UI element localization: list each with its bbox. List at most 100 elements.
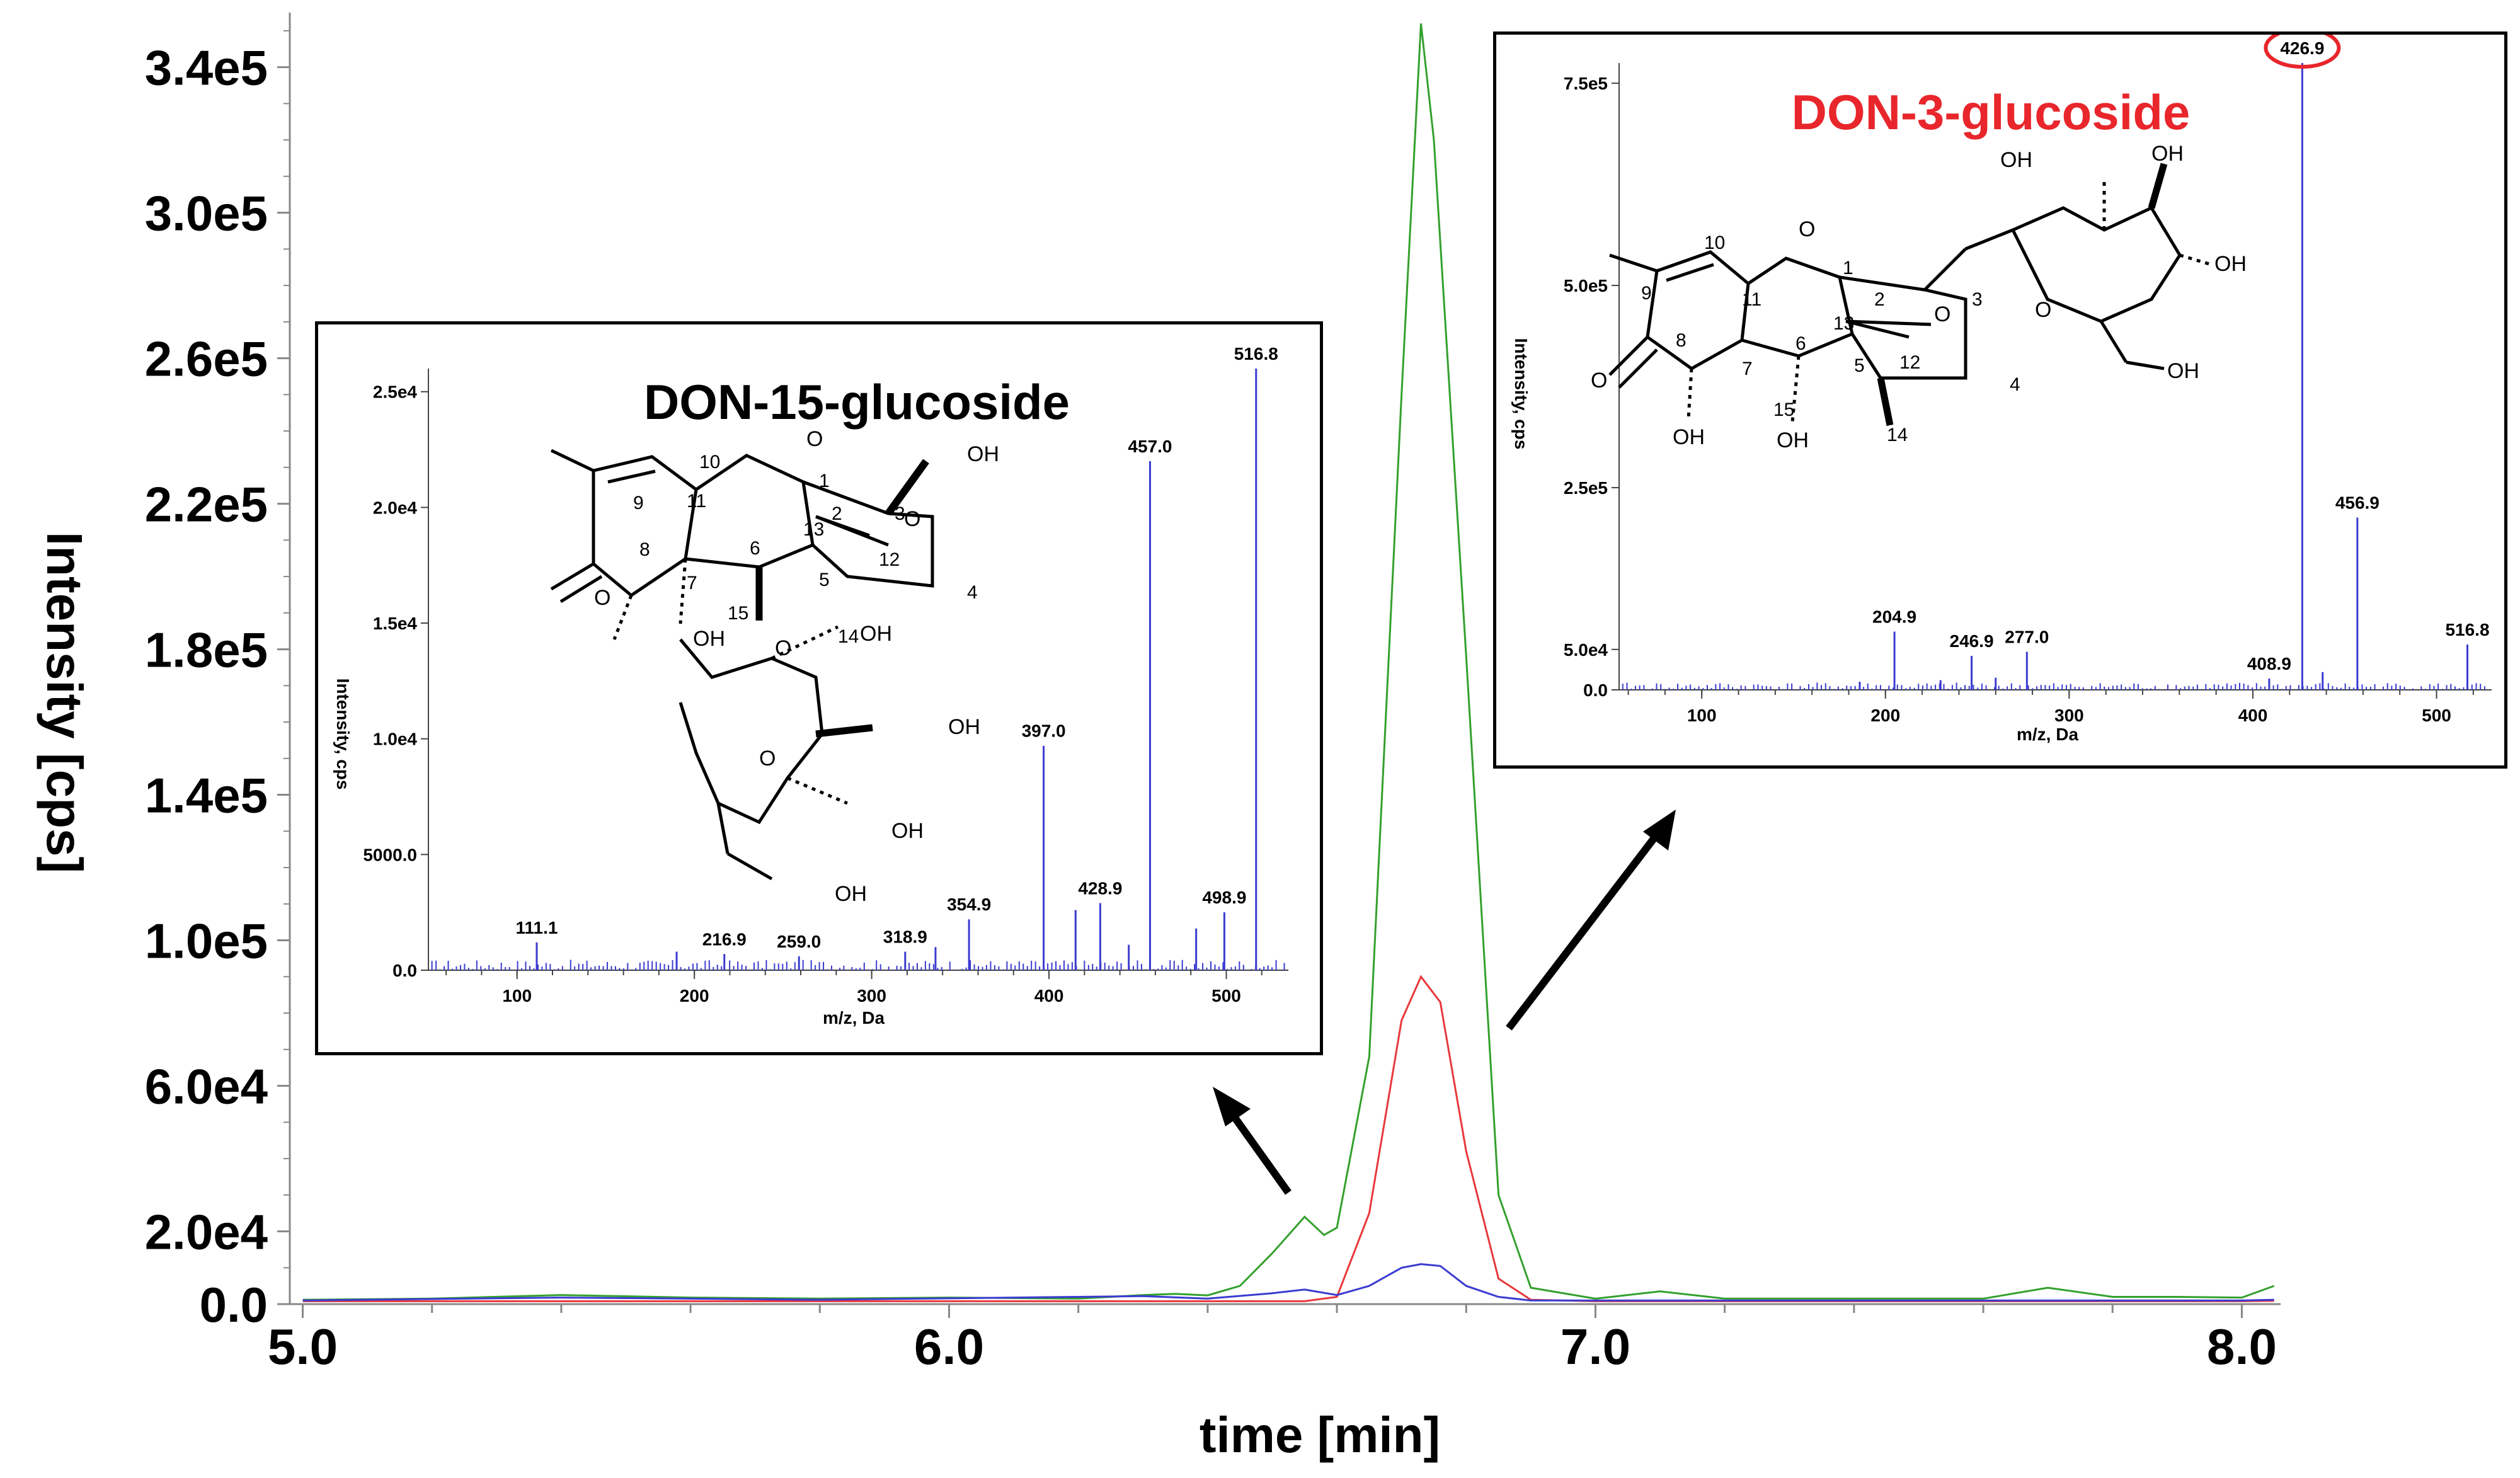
svg-text:OH: OH bbox=[835, 882, 867, 906]
peak-label: 456.9 bbox=[2335, 493, 2380, 513]
peak-label: 204.9 bbox=[1872, 607, 1916, 627]
svg-text:3: 3 bbox=[1972, 289, 1983, 310]
y-tick-label: 3.4e5 bbox=[145, 40, 268, 96]
highlight-circle bbox=[2264, 35, 2341, 69]
svg-text:7: 7 bbox=[687, 573, 697, 593]
svg-text:OH: OH bbox=[693, 627, 725, 651]
spectrum-y-tick-label: 7.5e5 bbox=[1564, 74, 1608, 93]
don15-spectrum-inset: 100 200 300 400 500 0.0 5000.0 1.0e4 1.5e4 2.0e4 2… bbox=[315, 321, 1323, 1055]
spectrum-y-tick-label: 1.5e4 bbox=[373, 614, 417, 633]
spectrum-x-tick-label: 400 bbox=[1034, 986, 1064, 1005]
svg-text:5: 5 bbox=[819, 570, 830, 590]
svg-text:15: 15 bbox=[728, 603, 748, 624]
peak-label: 457.0 bbox=[1128, 437, 1172, 456]
svg-text:2: 2 bbox=[832, 503, 842, 524]
spectrum-x-tick-label: 500 bbox=[2422, 706, 2451, 725]
svg-text:O: O bbox=[1799, 217, 1815, 241]
svg-text:OH: OH bbox=[891, 819, 924, 843]
don3-group-labels: O O O O OH OH OH OH OH OH bbox=[1591, 142, 2247, 452]
peak-label: 428.9 bbox=[1078, 878, 1122, 898]
svg-text:O: O bbox=[2035, 298, 2051, 322]
don3-structure bbox=[1608, 163, 2212, 427]
x-tick-label: 5.0 bbox=[268, 1319, 338, 1375]
svg-text:13: 13 bbox=[803, 519, 824, 540]
svg-text:OH: OH bbox=[2167, 359, 2199, 383]
arrow-to-don3 bbox=[1506, 810, 1676, 1031]
peak-label: 259.0 bbox=[777, 932, 821, 951]
don15-atom-labels: 10 1 11 2 3 9 8 6 13 12 5 4 7 15 14 bbox=[633, 452, 978, 647]
spectrum-y-tick-label: 5.0e4 bbox=[1564, 640, 1608, 660]
svg-text:O: O bbox=[594, 586, 610, 610]
y-tick-label: 2.2e5 bbox=[145, 477, 268, 532]
svg-text:11: 11 bbox=[687, 491, 706, 512]
peak-label: 397.0 bbox=[1022, 721, 1066, 741]
arrow-to-don15 bbox=[1213, 1087, 1292, 1195]
svg-text:O: O bbox=[775, 636, 791, 660]
svg-text:O: O bbox=[904, 507, 920, 531]
x-tick-label: 6.0 bbox=[914, 1319, 984, 1375]
spectrum-y-tick-label: 0.0 bbox=[1583, 680, 1608, 700]
spectrum-y-tick-label: 1.0e4 bbox=[373, 730, 417, 749]
svg-text:10: 10 bbox=[699, 452, 720, 473]
spectrum-ylabel: Intensity, cps bbox=[333, 679, 353, 790]
svg-text:OH: OH bbox=[967, 442, 999, 466]
svg-text:O: O bbox=[1591, 369, 1607, 392]
svg-text:1: 1 bbox=[1843, 258, 1853, 278]
y-tick-label: 0.0 bbox=[200, 1277, 268, 1332]
svg-text:2: 2 bbox=[1874, 289, 1885, 310]
svg-text:6: 6 bbox=[750, 538, 760, 559]
y-tick-label: 3.0e5 bbox=[145, 186, 268, 241]
spectrum-x-tick-label: 300 bbox=[2054, 706, 2084, 725]
spectrum-title: DON-3-glucoside bbox=[1792, 84, 2191, 140]
spectrum-y-tick-label: 5.0e5 bbox=[1564, 276, 1608, 295]
peak-label: 216.9 bbox=[702, 929, 747, 949]
svg-text:8: 8 bbox=[1676, 330, 1687, 351]
svg-text:OH: OH bbox=[2000, 148, 2032, 172]
spectrum-y-tick-label: 0.0 bbox=[392, 961, 417, 980]
y-tick-label: 6.0e4 bbox=[145, 1059, 268, 1114]
peak-label: 318.9 bbox=[883, 927, 927, 947]
spectrum-y-tick-label: 2.5e5 bbox=[1564, 478, 1608, 498]
svg-text:OH: OH bbox=[860, 622, 892, 646]
svg-text:13: 13 bbox=[1833, 313, 1854, 334]
peak-label: 426.9 bbox=[2280, 38, 2324, 58]
svg-text:OH: OH bbox=[2214, 252, 2247, 276]
x-axis-label: time [min] bbox=[1200, 1407, 1440, 1463]
svg-text:OH: OH bbox=[2151, 142, 2184, 166]
peak-label: 354.9 bbox=[947, 895, 991, 914]
svg-text:OH: OH bbox=[948, 715, 980, 739]
y-axis-label: Intensity [cps] bbox=[37, 532, 93, 873]
don15-structure bbox=[550, 449, 934, 881]
svg-text:10: 10 bbox=[1704, 232, 1725, 253]
don15-group-labels: O OH O O O OH OH OH OH O OH bbox=[594, 427, 999, 906]
peak-label: 111.1 bbox=[515, 918, 558, 937]
y-tick-label: 1.0e5 bbox=[145, 914, 268, 969]
svg-text:OH: OH bbox=[1777, 428, 1809, 452]
spectrum-x-tick-label: 200 bbox=[680, 986, 709, 1005]
spectrum-y-tick-label: 5000.0 bbox=[363, 845, 417, 864]
svg-text:14: 14 bbox=[838, 626, 859, 647]
peak-label: 498.9 bbox=[1202, 888, 1246, 907]
series-line-2 bbox=[302, 1263, 2274, 1302]
peak-label: 408.9 bbox=[2247, 654, 2291, 673]
spectrum-x-tick-label: 300 bbox=[857, 986, 886, 1005]
spectrum-y-tick-label: 2.5e4 bbox=[373, 382, 417, 402]
svg-text:14: 14 bbox=[1887, 425, 1908, 445]
svg-text:7: 7 bbox=[1742, 358, 1753, 379]
spectrum-y-tick-label: 2.0e4 bbox=[373, 498, 417, 517]
svg-text:12: 12 bbox=[879, 549, 900, 570]
y-tick-label: 1.8e5 bbox=[145, 622, 268, 678]
peak-label: 516.8 bbox=[2445, 620, 2489, 639]
svg-text:O: O bbox=[1934, 302, 1950, 326]
svg-text:12: 12 bbox=[1899, 352, 1920, 373]
spectrum-xlabel: m/z, Da bbox=[2017, 725, 2078, 744]
spectrum-x-tick-label: 100 bbox=[502, 986, 532, 1005]
svg-text:9: 9 bbox=[1641, 283, 1652, 304]
spectrum-x-tick-label: 200 bbox=[1870, 706, 1900, 725]
don3-atom-labels: 10 1 9 11 2 3 13 8 7 6 12 5 4 15 14 bbox=[1641, 232, 2020, 445]
y-tick-label: 1.4e5 bbox=[145, 768, 268, 823]
spectrum-title: DON-15-glucoside bbox=[644, 374, 1070, 430]
peak-label: 277.0 bbox=[2005, 627, 2049, 647]
svg-text:3: 3 bbox=[895, 503, 905, 524]
